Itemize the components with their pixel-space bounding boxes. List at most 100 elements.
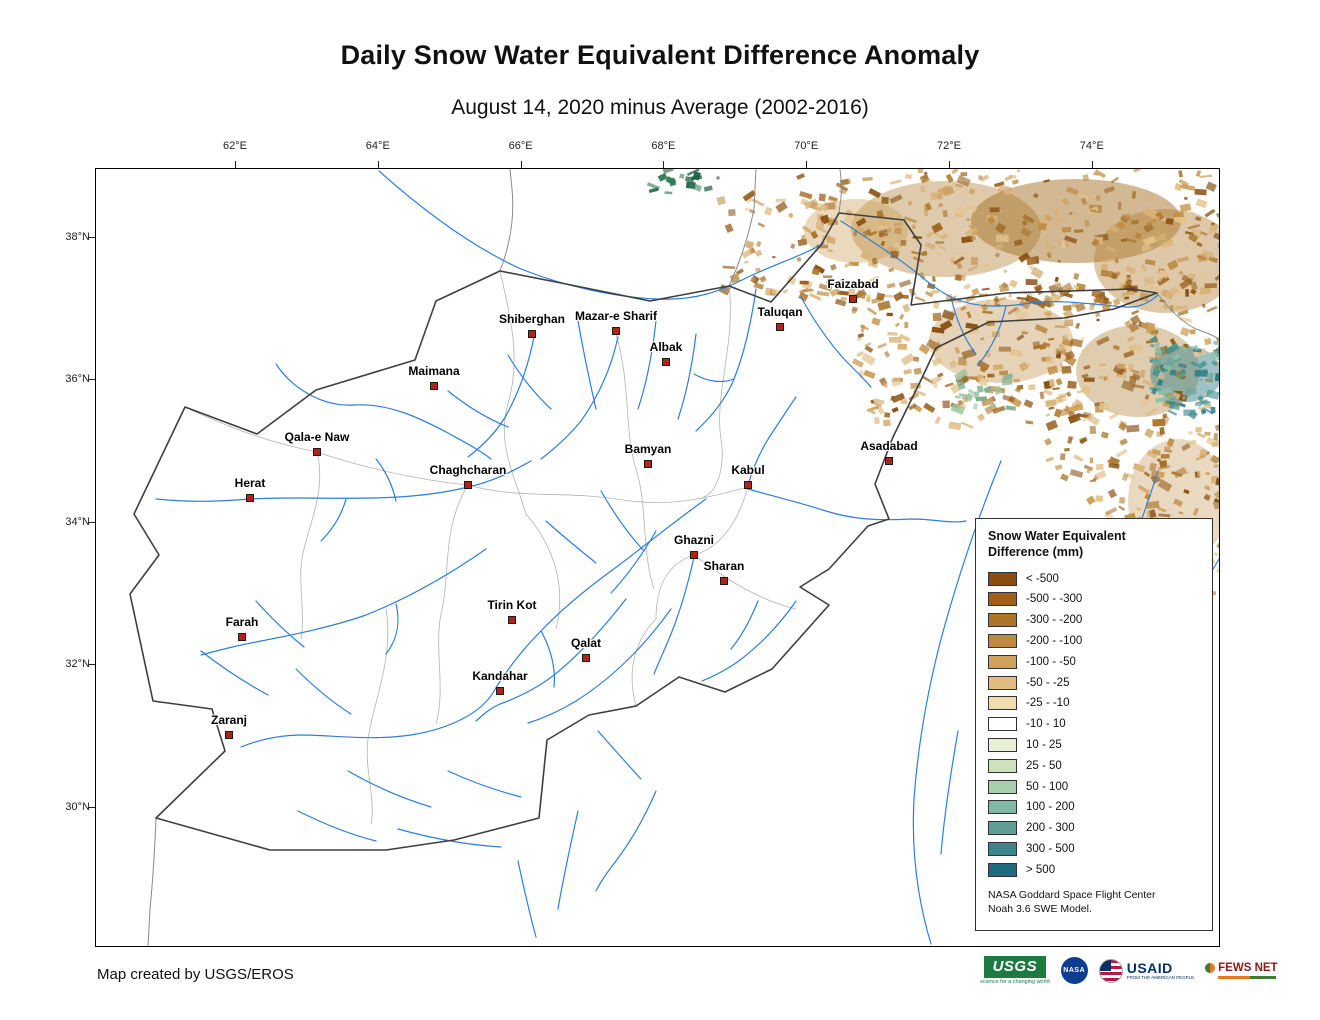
- map-title: Daily Snow Water Equivalent Difference A…: [340, 40, 980, 70]
- city-marker-mazar-e-sharif: [612, 327, 620, 335]
- legend-label: -100 - -50: [1026, 655, 1076, 668]
- lon-tick: [235, 161, 236, 168]
- legend-label: -300 - -200: [1026, 614, 1083, 627]
- city-marker-tirin-kot: [508, 616, 516, 624]
- fewsnet-bar: [1218, 976, 1277, 979]
- usgs-logo-text: USGS: [992, 958, 1038, 975]
- legend-row: 10 - 25: [988, 735, 1202, 756]
- legend-row: 100 - 200: [988, 797, 1202, 818]
- legend-swatch: [988, 800, 1017, 815]
- legend-row: 50 - 100: [988, 776, 1202, 797]
- legend-note: NASA Goddard Space Flight Center Noah 3.…: [988, 889, 1156, 916]
- lon-label: 68°E: [651, 140, 676, 152]
- legend-swatch: [988, 758, 1017, 773]
- legend-label: > 500: [1026, 863, 1056, 876]
- legend-label: 100 - 200: [1026, 801, 1075, 814]
- fewsnet-logo: FEWS NET: [1205, 962, 1278, 979]
- legend-swatch: [988, 696, 1017, 711]
- city-marker-maimana: [430, 382, 438, 390]
- legend-row: 200 - 300: [988, 818, 1202, 839]
- legend-row: -200 - -100: [988, 631, 1202, 652]
- usaid-tagline: FROM THE AMERICAN PEOPLE: [1126, 974, 1195, 980]
- city-label-qala-e-naw: Qala-e Naw: [284, 430, 350, 444]
- legend-row: -10 - 10: [988, 714, 1202, 735]
- lon-label: 70°E: [794, 140, 819, 152]
- nasa-logo-text: NASA: [1063, 967, 1086, 974]
- legend-label: -25 - -10: [1026, 697, 1070, 710]
- lon-tick: [377, 161, 379, 168]
- city-label-maimana: Maimana: [408, 364, 460, 378]
- city-label-farah: Farah: [225, 615, 259, 629]
- legend-swatch: [988, 779, 1017, 794]
- lat-tick: [88, 664, 95, 666]
- lat-label: 34°N: [65, 515, 90, 528]
- lon-label: 64°E: [365, 140, 390, 152]
- usgs-logo: USGS science for a changing world: [980, 956, 1050, 985]
- city-layer: Faizabad Taluqan Mazar-e Sharif Shiberghan A…: [96, 169, 1219, 946]
- city-marker-chaghcharan: [464, 481, 472, 489]
- city-marker-zaranj: [225, 731, 233, 739]
- legend-row: -50 - -25: [988, 672, 1202, 693]
- lat-tick: [88, 237, 95, 238]
- city-marker-qala-e-naw: [313, 448, 321, 456]
- city-marker-ghazni: [690, 551, 698, 559]
- city-label-faizabad: Faizabad: [827, 277, 879, 291]
- city-marker-sharan: [720, 577, 728, 585]
- city-label-taluqan: Taluqan: [757, 305, 803, 319]
- city-label-kandahar: Kandahar: [472, 669, 528, 683]
- lon-label: 66°E: [508, 140, 533, 152]
- legend-row: > 500: [988, 859, 1202, 880]
- lat-label: 30°N: [65, 800, 90, 813]
- city-label-sharan: Sharan: [703, 559, 745, 573]
- legend: Snow Water Equivalent Difference (mm) < …: [975, 518, 1213, 931]
- legend-swatch: [988, 613, 1017, 628]
- legend-swatch: [988, 592, 1017, 607]
- city-marker-kandahar: [496, 687, 504, 695]
- afghanistan-boundary: [129, 212, 1158, 851]
- lat-tick: [88, 521, 95, 523]
- city-label-bamyan: Bamyan: [624, 442, 672, 456]
- legend-label: -200 - -100: [1026, 635, 1083, 648]
- legend-row: -500 - -300: [988, 589, 1202, 610]
- legend-entries: < -500 -500 - -300 -300 - -200 -200 - -100 -…: [988, 568, 1202, 880]
- nasa-logo: NASA: [1060, 957, 1088, 984]
- lat-label: 36°N: [65, 373, 90, 386]
- lat-tick: [88, 806, 95, 808]
- legend-label: 200 - 300: [1026, 822, 1075, 835]
- city-label-herat: Herat: [234, 476, 266, 490]
- usgs-tagline: science for a changing world: [980, 979, 1050, 985]
- usaid-flag-icon: [1098, 958, 1123, 983]
- lon-label: 62°E: [223, 140, 247, 152]
- city-label-tirin-kot: Tirin Kot: [487, 598, 537, 612]
- city-label-zaranj: Zaranj: [210, 713, 248, 727]
- legend-label: -10 - 10: [1026, 718, 1066, 731]
- legend-swatch: [988, 571, 1017, 586]
- city-marker-bamyan: [644, 460, 652, 468]
- legend-swatch: [988, 842, 1017, 856]
- city-label-asadabad: Asadabad: [860, 439, 918, 453]
- city-marker-shiberghan: [528, 330, 536, 338]
- legend-row: -300 - -200: [988, 610, 1202, 631]
- lon-tick: [520, 161, 522, 168]
- swe-raster-layer: [646, 169, 1219, 610]
- city-label-ghazni: Ghazni: [673, 533, 715, 547]
- usaid-logo-text: USAID: [1126, 959, 1173, 976]
- lon-label: 72°E: [937, 140, 961, 152]
- map-subtitle: August 14, 2020 minus Average (2002-2016…: [451, 96, 869, 119]
- credit-text: Map created by USGS/EROS: [97, 966, 294, 983]
- legend-row: 25 - 50: [988, 755, 1202, 776]
- fewsnet-leaf-icon: [1205, 963, 1216, 973]
- lat-label: 38°N: [65, 231, 90, 243]
- legend-swatch: [988, 738, 1017, 753]
- city-marker-faizabad: [849, 295, 857, 303]
- city-label-shiberghan: Shiberghan: [498, 312, 566, 326]
- fewsnet-logo-text: FEWS NET: [1218, 962, 1278, 974]
- lon-tick: [949, 161, 950, 168]
- legend-label: 10 - 25: [1026, 739, 1062, 752]
- city-label-mazar-e-sharif: Mazar-e Sharif: [574, 309, 658, 323]
- legend-row: -100 - -50: [988, 651, 1202, 672]
- lon-label: 74°E: [1079, 140, 1104, 152]
- legend-label: 25 - 50: [1026, 759, 1062, 772]
- legend-label: 50 - 100: [1026, 780, 1069, 793]
